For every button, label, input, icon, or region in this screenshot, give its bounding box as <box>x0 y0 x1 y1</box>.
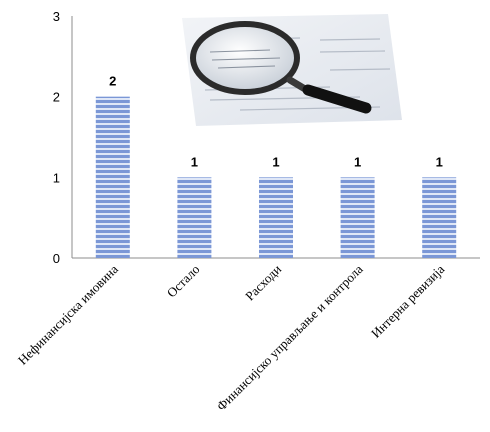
bar <box>340 177 375 258</box>
x-tick-label: Финансијско управљање и контрола <box>214 261 366 413</box>
data-label: 1 <box>272 154 279 169</box>
bar <box>95 96 130 259</box>
x-tick-label: Остало <box>164 262 203 301</box>
y-axis-ticks: 0 1 2 3 <box>53 9 60 266</box>
magnifying-glass-over-document-icon <box>182 14 402 126</box>
y-tick-label: 0 <box>53 251 60 266</box>
bar <box>259 177 293 258</box>
bars <box>95 96 457 259</box>
data-label: 1 <box>354 154 361 169</box>
data-label: 1 <box>436 154 443 169</box>
bar <box>422 177 457 258</box>
data-label: 2 <box>109 74 116 89</box>
x-tick-label: Нефинансијска имовина <box>15 261 121 367</box>
x-tick-label: Интерна ревизија <box>368 261 447 340</box>
data-labels: 2 1 1 1 1 <box>109 74 443 170</box>
data-label: 1 <box>191 154 198 169</box>
y-tick-label: 2 <box>53 90 60 105</box>
y-tick-label: 1 <box>53 170 60 185</box>
category-labels: Нефинансијска имовина Остало РасходиФинанс… <box>15 261 448 413</box>
x-tick-label: Расходи <box>242 261 284 303</box>
y-tick-label: 3 <box>53 9 60 24</box>
bar <box>177 177 212 258</box>
